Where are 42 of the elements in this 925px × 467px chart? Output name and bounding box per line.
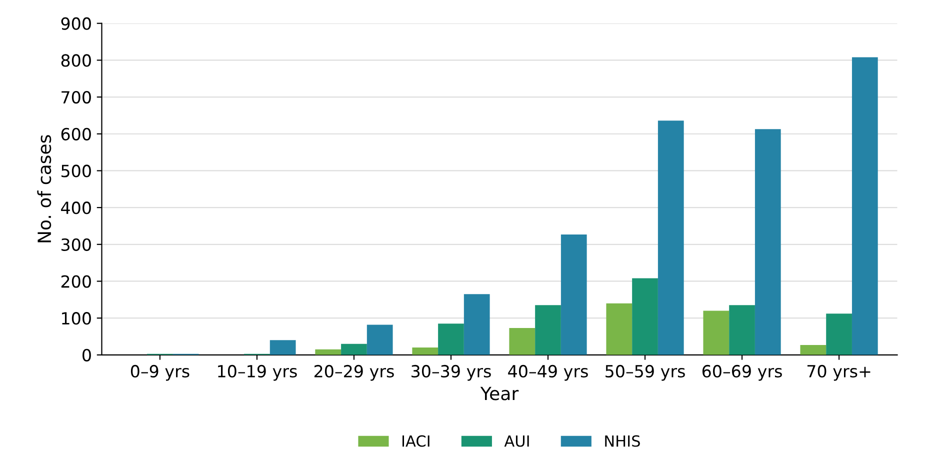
bar [658, 120, 684, 355]
x-tick-label: 20–29 yrs [314, 364, 394, 381]
y-tick-label: 300 [61, 238, 91, 251]
legend-label: NHIS [605, 435, 640, 447]
legend-label: IACI [402, 435, 430, 447]
bar [632, 278, 658, 355]
y-axis-title: No. of cases [37, 135, 52, 242]
x-tick-label: 40–49 yrs [508, 364, 588, 381]
bar [754, 129, 781, 355]
x-tick-label: 0–9 yrs [130, 364, 190, 381]
bar [800, 344, 826, 355]
y-tick-label: 400 [61, 202, 91, 214]
x-axis-title: Year [480, 386, 519, 400]
y-tick-label: 0 [82, 348, 91, 362]
bar [464, 294, 490, 355]
x-tick-label: 10–19 yrs [218, 364, 297, 381]
bar [270, 340, 296, 355]
bar [509, 328, 536, 355]
y-tick-label: 800 [61, 54, 91, 67]
x-tick-label: 50–59 yrs [606, 364, 685, 381]
bar [535, 305, 561, 355]
y-tick-label: 100 [62, 312, 91, 325]
legend-label: AUI [504, 435, 529, 447]
x-tick-label: 70 yrs+ [807, 364, 870, 381]
bar [315, 349, 342, 355]
bar [729, 305, 755, 355]
x-tick-label: 60–69 yrs [702, 364, 782, 381]
x-tick-label: 30–39 yrs [412, 364, 491, 381]
y-tick-label: 500 [62, 164, 91, 178]
y-tick-label: 200 [61, 275, 91, 288]
bar [341, 344, 367, 355]
bar [438, 324, 464, 355]
bar [560, 234, 587, 355]
bar [826, 314, 852, 355]
y-tick-label: 700 [62, 90, 91, 104]
y-tick-label: 600 [61, 128, 91, 140]
bar [412, 348, 438, 355]
y-tick-label: 900 [61, 17, 91, 30]
bar [703, 310, 730, 355]
bar [366, 324, 393, 355]
bar [852, 57, 878, 355]
bar [606, 303, 632, 355]
